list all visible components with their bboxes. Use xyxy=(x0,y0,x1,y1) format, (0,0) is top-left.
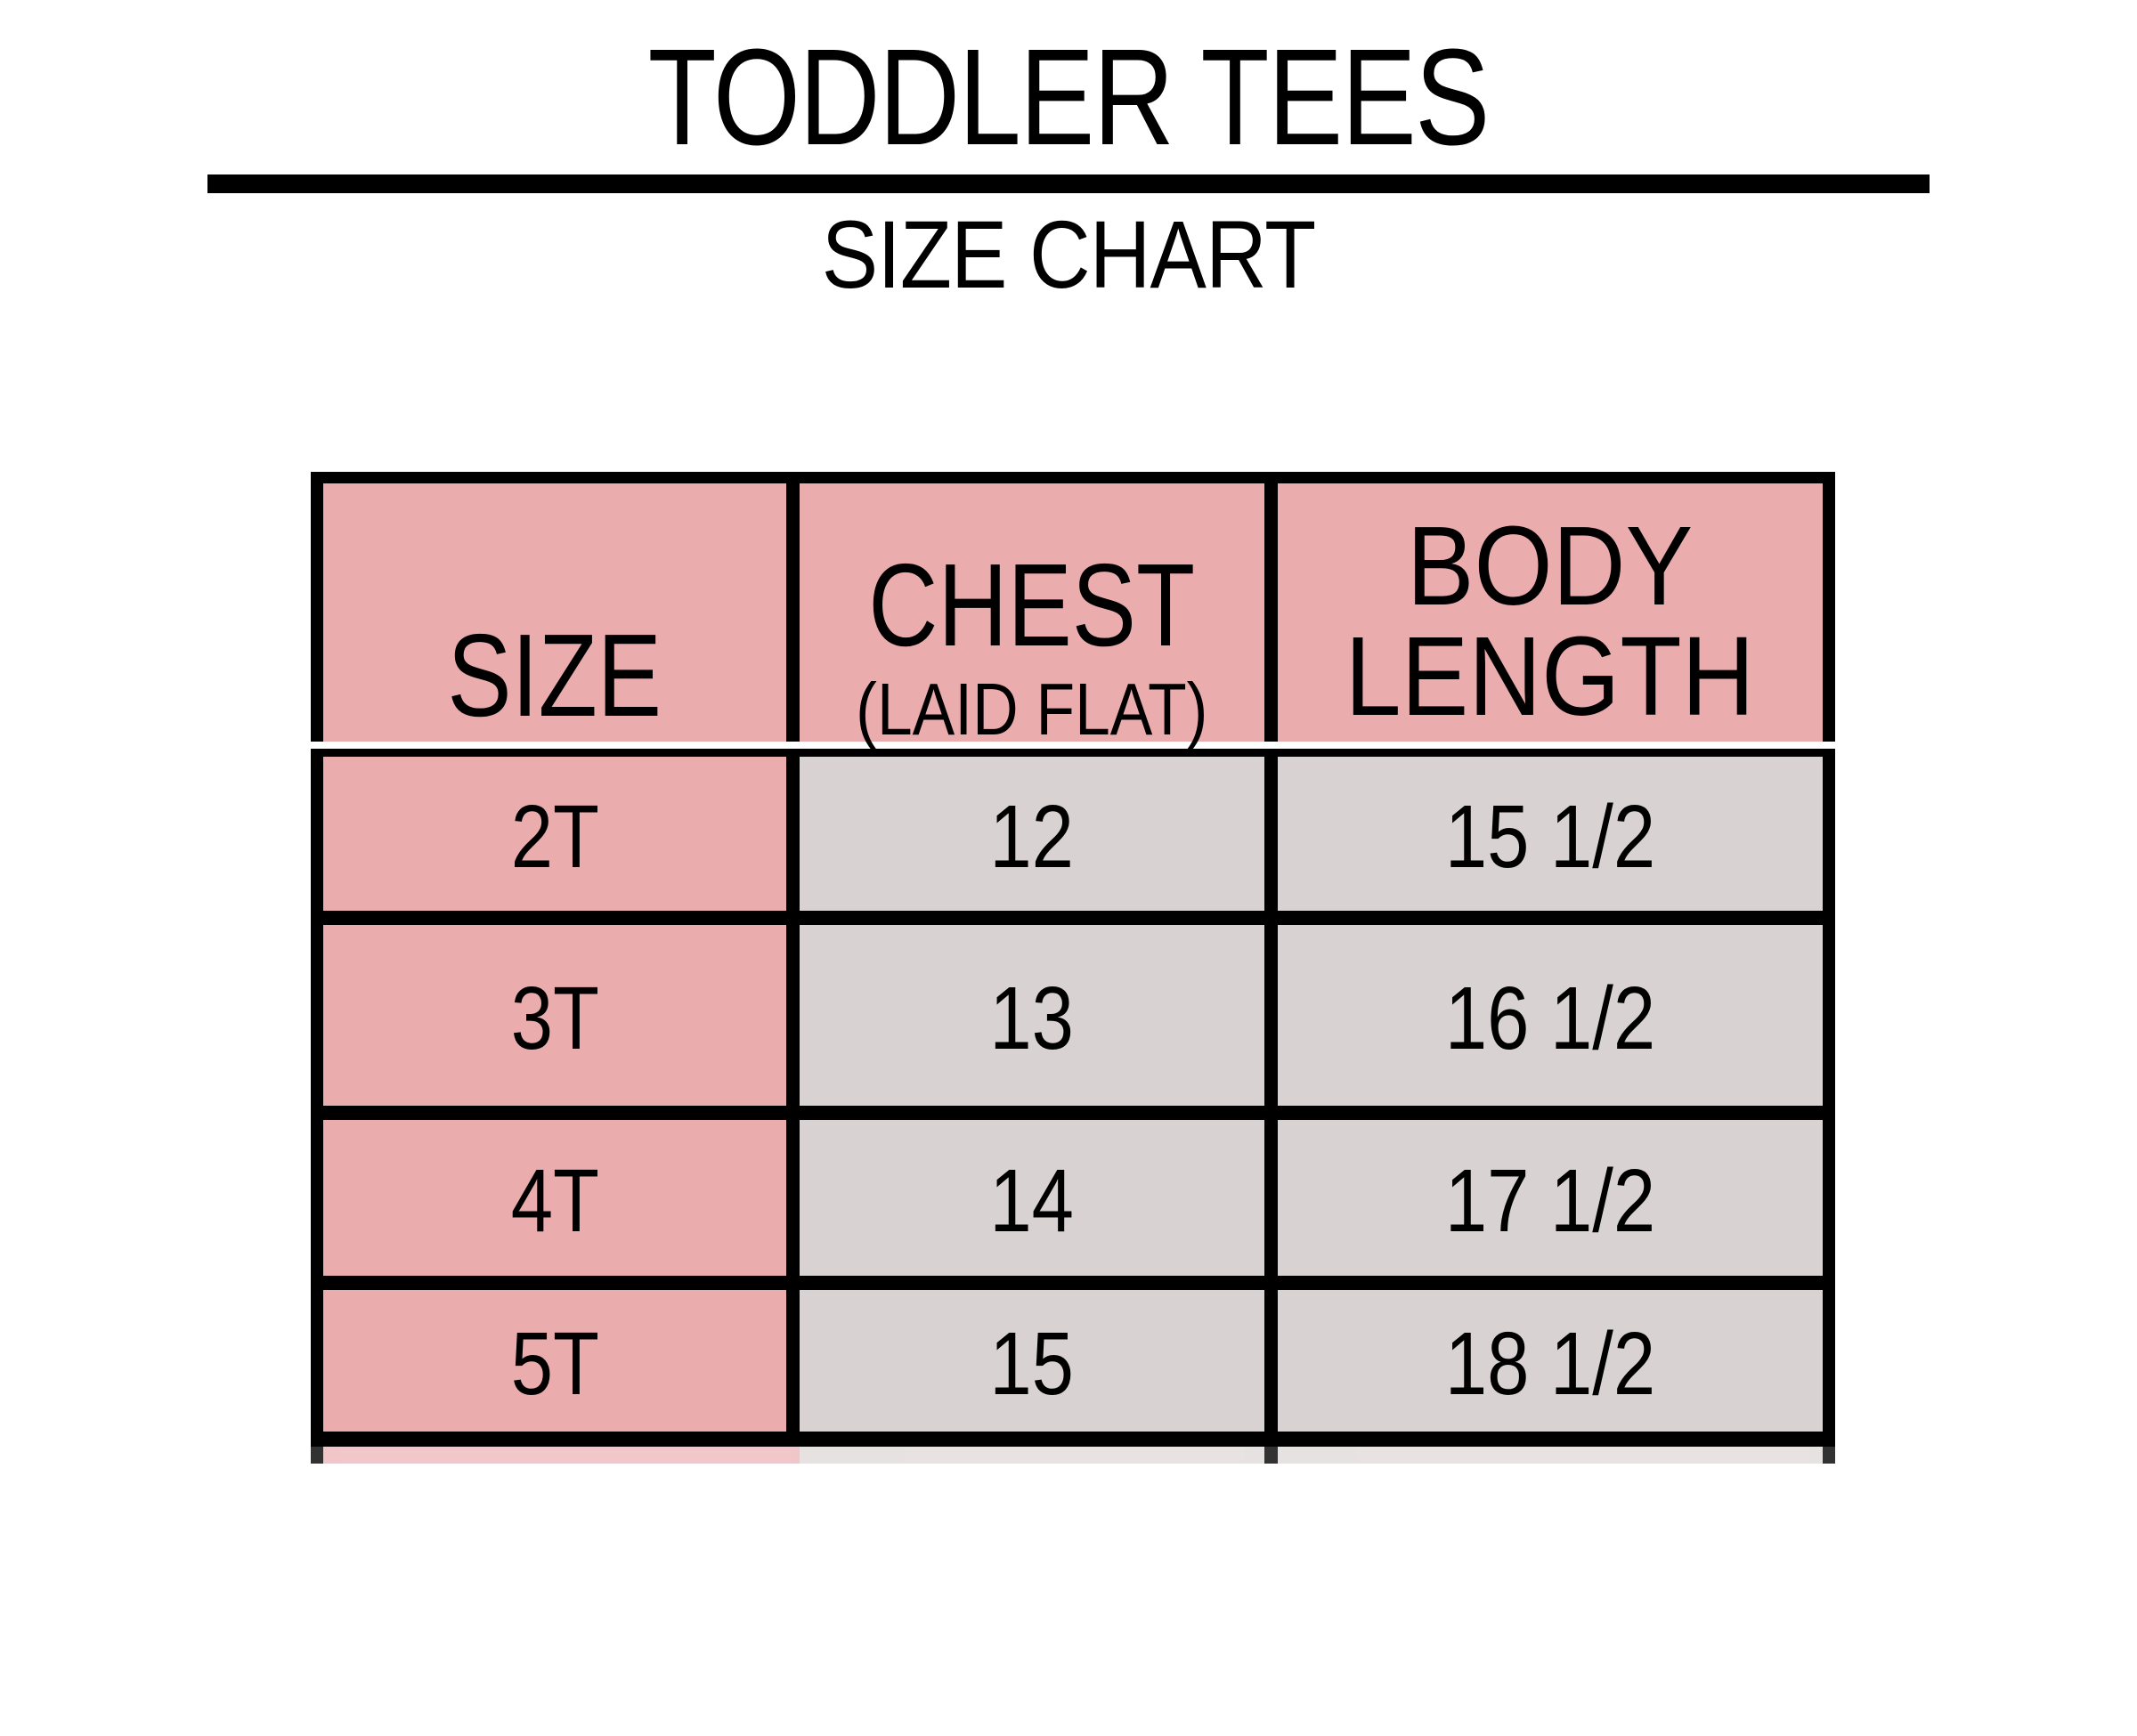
table-row: 4T 14 17 1/2 xyxy=(311,1120,1835,1276)
header-sublabel-chest: (LAID FLAT) xyxy=(856,668,1208,751)
row-divider xyxy=(311,911,1835,925)
title-underline xyxy=(207,174,1930,193)
header-cell-body-length: BODY LENGTH xyxy=(1278,483,1823,742)
body-length-cell: 15 1/2 xyxy=(1278,757,1823,911)
table-right-border xyxy=(1823,483,1835,742)
table-top-border xyxy=(311,472,1835,483)
column-divider-2 xyxy=(1264,757,1278,911)
size-cell: 5T xyxy=(323,1290,786,1432)
table-row: 3T 13 16 1/2 xyxy=(311,925,1835,1106)
size-cell: 3T xyxy=(323,925,786,1106)
size-table: SIZE CHEST (LAID FLAT) BODY LENGTH 2T 12 … xyxy=(311,472,1835,1464)
column-divider-2 xyxy=(1264,925,1278,1106)
body-length-cell: 18 1/2 xyxy=(1278,1290,1823,1432)
size-cell: 2T xyxy=(323,757,786,911)
table-left-border xyxy=(311,757,323,911)
table-bottom-border xyxy=(311,1432,1835,1447)
cropped-cell xyxy=(1278,1447,1823,1464)
header-label-chest: CHEST xyxy=(868,539,1196,671)
table-row: 5T 15 18 1/2 xyxy=(311,1290,1835,1432)
table-right-border xyxy=(1823,1447,1835,1464)
table-header-row: SIZE CHEST (LAID FLAT) BODY LENGTH xyxy=(311,483,1835,751)
header-label-size: SIZE xyxy=(447,610,662,741)
chest-cell: 13 xyxy=(800,925,1264,1106)
column-divider-2 xyxy=(1264,1447,1278,1464)
row-divider xyxy=(311,1106,1835,1120)
row-divider xyxy=(311,1276,1835,1290)
header-gap xyxy=(311,742,1835,749)
column-divider-1 xyxy=(786,1120,800,1276)
column-divider-2 xyxy=(1264,1290,1278,1432)
size-cell: 4T xyxy=(323,1120,786,1276)
table-left-border xyxy=(311,483,323,742)
table-row: 2T 12 15 1/2 xyxy=(311,757,1835,911)
header-bottom-border xyxy=(311,749,1835,757)
header-cell-size: SIZE xyxy=(323,483,786,742)
body-length-cell: 16 1/2 xyxy=(1278,925,1823,1106)
chest-cell: 14 xyxy=(800,1120,1264,1276)
page-title-text: TODDLER TEES xyxy=(647,20,1491,174)
column-divider-1 xyxy=(786,757,800,911)
chest-cell: 15 xyxy=(800,1290,1264,1432)
table-right-border xyxy=(1823,1120,1835,1276)
header-label-body-length: BODY LENGTH xyxy=(1345,503,1755,739)
table-left-border xyxy=(311,1290,323,1432)
column-divider-2 xyxy=(1264,483,1278,742)
table-right-border xyxy=(1823,757,1835,911)
column-divider-1 xyxy=(786,925,800,1106)
cropped-cell xyxy=(800,1447,1264,1464)
body-length-cell: 17 1/2 xyxy=(1278,1120,1823,1276)
cropped-row-sliver xyxy=(311,1447,1835,1464)
cropped-cell xyxy=(323,1447,800,1464)
page-subtitle: SIZE CHART xyxy=(0,207,2137,303)
table-left-border xyxy=(311,1447,323,1464)
table-left-border xyxy=(311,925,323,1106)
column-divider-2 xyxy=(1264,1120,1278,1276)
page-title: TODDLER TEES xyxy=(0,28,2137,166)
chest-cell: 12 xyxy=(800,757,1264,911)
table-left-border xyxy=(311,1120,323,1276)
table-right-border xyxy=(1823,1290,1835,1432)
column-divider-1 xyxy=(786,1290,800,1432)
page-subtitle-text: SIZE CHART xyxy=(821,200,1316,308)
column-divider-1 xyxy=(786,483,800,742)
table-right-border xyxy=(1823,925,1835,1106)
header-cell-chest: CHEST (LAID FLAT) xyxy=(800,483,1264,751)
